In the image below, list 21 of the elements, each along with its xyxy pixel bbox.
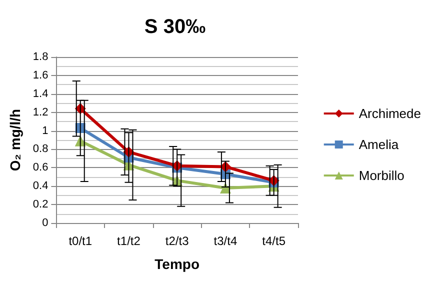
y-tick-label: 0.6 bbox=[32, 162, 48, 174]
legend-label: Morbillo bbox=[358, 168, 404, 183]
x-tick-label: t4/t5 bbox=[262, 234, 286, 248]
chart-title: S 30‰ bbox=[144, 16, 206, 38]
y-tick-label: 0.8 bbox=[32, 143, 48, 156]
y-axis-title: O₂ mg/l/h bbox=[7, 108, 23, 172]
x-tick-label: t1/t2 bbox=[117, 234, 141, 248]
y-tick-label: 0.4 bbox=[32, 180, 48, 192]
legend-label: Amelia bbox=[358, 137, 400, 152]
y-tick-label: 0.2 bbox=[32, 198, 48, 211]
y-tick-label: 1 bbox=[42, 124, 48, 137]
x-tick-label: t3/t4 bbox=[214, 234, 238, 248]
x-axis-title: Tempo bbox=[154, 256, 200, 272]
y-tick-label: 1.2 bbox=[32, 106, 48, 118]
y-tick-label: 0 bbox=[42, 217, 48, 229]
y-tick-label: 1.6 bbox=[32, 69, 48, 82]
legend-label: Archimede bbox=[358, 106, 422, 121]
x-tick-label: t2/t3 bbox=[165, 234, 190, 248]
x-tick-label: t0/t1 bbox=[68, 234, 92, 248]
y-tick-label: 1.4 bbox=[32, 88, 48, 100]
y-tick-label: 1.8 bbox=[32, 51, 48, 63]
